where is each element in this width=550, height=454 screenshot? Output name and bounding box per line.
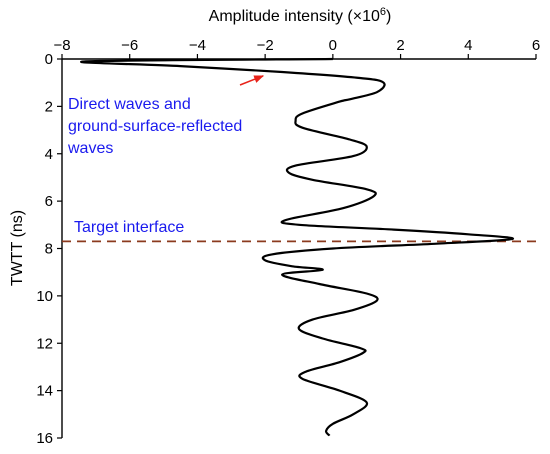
y-tick-label: 14 [36,383,53,400]
x-tick-label: −6 [121,37,138,54]
annotation-direct-waves-line: ground-surface-reflected [68,118,242,135]
x-axis-label: Amplitude intensity (×106) [209,6,392,25]
x-axis-label-exponent: 6 [380,6,386,18]
x-tick-label: −2 [257,37,274,54]
annotations-group: Direct waves and ground-surface-reflected… [67,75,265,236]
series-group [80,57,514,437]
y-tick-label: 10 [36,288,53,305]
y-axis-label: TWTT (ns) [9,210,26,286]
x-tick-label: −4 [189,37,206,54]
y-tick-label: 6 [45,193,53,210]
x-tick-label: 0 [329,37,337,54]
y-tick-label: 4 [45,146,53,163]
annotation-target-interface-line: Target interface [74,219,184,236]
x-axis-label-text: Amplitude intensity (×10 [209,8,380,25]
x-tick-label: 6 [532,37,540,54]
x-tick-label: 2 [396,37,404,54]
annotation-direct-waves-line: Direct waves and [68,96,191,113]
annotation-arrow [239,75,265,86]
annotation-direct-waves: Direct waves and ground-surface-reflected… [67,96,242,157]
y-tick-label: 16 [36,430,53,447]
x-tick-label: −8 [53,37,70,54]
annotation-direct-waves-line: waves [67,140,113,157]
axes-group: −8 −6 −4 −2 0 2 4 6 0 2 4 6 8 10 12 14 16 [36,37,540,447]
y-tick-label: 2 [45,98,53,115]
y-tick-label: 8 [45,241,53,258]
y-tick-label: 12 [36,335,53,352]
x-tick-label: 4 [464,37,472,54]
y-tick-label: 0 [45,51,53,68]
annotation-target-interface: Target interface [74,219,184,236]
x-axis-label-close: ) [386,8,391,25]
amplitude-trace-line [80,57,514,437]
